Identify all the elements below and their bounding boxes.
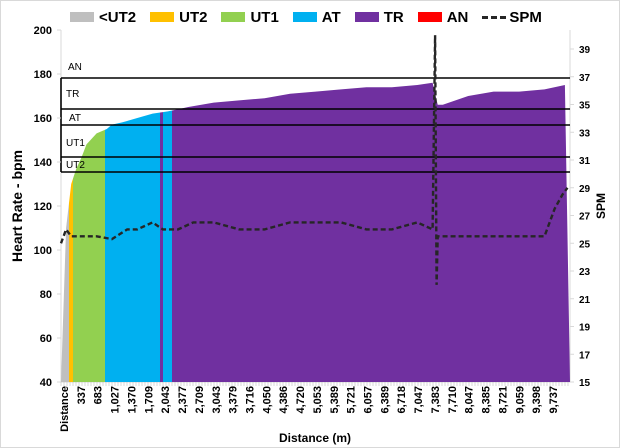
y2-tick-label: 19 — [579, 323, 591, 334]
y-axis-ticks: 200 180 160 140 120 100 80 60 40 — [34, 25, 61, 389]
x-tick-label: 1,709 — [143, 386, 155, 414]
x-tick-label: 2,377 — [177, 386, 189, 414]
y-tick-label: 100 — [34, 245, 52, 257]
legend-swatch-ut2 — [150, 12, 175, 22]
x-tick-label: 7,710 — [447, 386, 459, 414]
legend-swatch-below-ut2 — [70, 12, 94, 22]
legend-label: <UT2 — [99, 8, 137, 26]
y2-tick-label: 23 — [579, 267, 591, 278]
zone-band-ut1 — [73, 82, 105, 382]
y-tick-label: 60 — [40, 333, 52, 345]
y2-tick-label: 27 — [579, 212, 591, 223]
x-axis-title: Distance (m) — [279, 431, 351, 445]
y2-tick-label: 29 — [579, 184, 591, 195]
zone-labels: AN TR AT UT1 UT2 — [66, 62, 85, 171]
legend-item-below-ut2: <UT2 — [70, 9, 136, 26]
legend-label: SPM — [509, 8, 542, 26]
legend-item-an: AN — [417, 8, 469, 26]
x-tick-label: 9,398 — [531, 386, 543, 414]
y2-tick-label: 35 — [579, 101, 591, 112]
x-tick-label: 7,383 — [430, 386, 442, 414]
x-tick-label: 1,027 — [110, 386, 122, 414]
y2-tick-label: 25 — [579, 239, 591, 250]
x-tick-label: 8,721 — [497, 386, 509, 414]
zone-label-an: AN — [68, 62, 82, 73]
y2-tick-label: 37 — [579, 73, 591, 84]
legend-swatch-at — [292, 12, 317, 22]
legend-item-spm: SPM — [482, 9, 542, 26]
x-tick-label: 683 — [93, 386, 105, 404]
x-tick-label: 6,389 — [379, 386, 391, 414]
zone-label-ut1: UT1 — [66, 138, 85, 149]
x-tick-label: 9,059 — [514, 386, 526, 414]
x-tick-label: 9,737 — [548, 386, 560, 414]
legend-swatch-spm — [482, 15, 507, 19]
x-axis-ticks: Distance 337 683 1,027 1,370 1,709 2,043 2,377 2… — [59, 386, 560, 432]
legend-swatch-ut1 — [221, 12, 246, 22]
y-tick-label: 40 — [40, 377, 52, 389]
zone-band-tr-narrow — [160, 82, 163, 382]
x-tick-label: 3,379 — [228, 386, 240, 414]
x-tick-label: 2,043 — [160, 386, 172, 414]
y2-tick-label: 33 — [579, 128, 591, 139]
y-tick-label: 180 — [34, 69, 52, 81]
chart-legend: <UT2 UT2 UT1 AT TR AN SPM — [70, 6, 556, 28]
x-tick-label: Distance — [59, 386, 71, 432]
x-tick-label: 6,718 — [396, 386, 408, 414]
legend-label: AN — [446, 8, 469, 26]
zone-band-tr — [172, 82, 570, 382]
legend-swatch-tr — [354, 12, 379, 22]
zone-label-ut2: UT2 — [66, 160, 85, 171]
y2-axis-title: SPM — [594, 193, 608, 219]
x-tick-label: 7,047 — [413, 386, 425, 414]
y2-tick-label: 15 — [579, 378, 591, 389]
y-tick-label: 140 — [34, 157, 52, 169]
legend-item-ut1: UT1 — [221, 8, 279, 26]
x-tick-label: 4,720 — [295, 386, 307, 414]
x-tick-label: 337 — [76, 386, 88, 404]
x-tick-label: 5,389 — [329, 386, 341, 414]
y2-tick-label: 21 — [579, 295, 591, 306]
y-tick-label: 200 — [34, 25, 52, 37]
x-tick-label: 3,043 — [211, 386, 223, 414]
y2-tick-label: 39 — [579, 45, 591, 56]
legend-item-ut2: UT2 — [150, 9, 207, 26]
zone-label-tr: TR — [66, 89, 79, 100]
zone-label-at: AT — [69, 113, 81, 124]
spm-series-line — [59, 35, 569, 285]
y2-axis-ticks: 39 37 35 33 31 29 27 25 23 21 19 17 15 — [570, 45, 591, 389]
legend-swatch-an — [417, 12, 442, 22]
zone-band-below-ut2 — [61, 82, 69, 382]
legend-label: AT — [321, 8, 341, 26]
x-tick-label: 5,721 — [346, 386, 358, 414]
y-tick-label: 80 — [40, 289, 52, 301]
y-axis-title: Heart Rate - bpm — [9, 150, 25, 262]
y-tick-label: 120 — [34, 201, 52, 213]
y2-tick-label: 31 — [579, 156, 591, 167]
zone-band-at-2 — [163, 82, 172, 382]
x-tick-label: 6,057 — [363, 386, 375, 414]
x-tick-label: 1,370 — [126, 386, 138, 414]
legend-label: TR — [383, 8, 404, 26]
zone-threshold-lines — [60, 77, 570, 173]
zone-band-ut2 — [69, 82, 73, 382]
legend-label: UT1 — [250, 8, 279, 26]
x-axis-minor-ticks — [60, 382, 569, 386]
x-tick-label: 3,716 — [244, 386, 256, 414]
x-tick-label: 2,709 — [194, 386, 206, 414]
x-tick-label: 4,386 — [278, 386, 290, 414]
zone-band-at — [105, 82, 160, 382]
x-tick-label: 4,050 — [261, 386, 273, 414]
y-tick-label: 160 — [34, 113, 52, 125]
x-tick-label: 5,053 — [312, 386, 324, 414]
y2-tick-label: 17 — [579, 350, 591, 361]
hr-zone-area — [61, 82, 570, 382]
x-tick-label: 8,385 — [481, 386, 493, 414]
legend-item-tr: TR — [354, 8, 404, 26]
legend-label: UT2 — [179, 8, 208, 26]
x-tick-label: 8,047 — [464, 386, 476, 414]
legend-item-at: AT — [292, 8, 341, 26]
